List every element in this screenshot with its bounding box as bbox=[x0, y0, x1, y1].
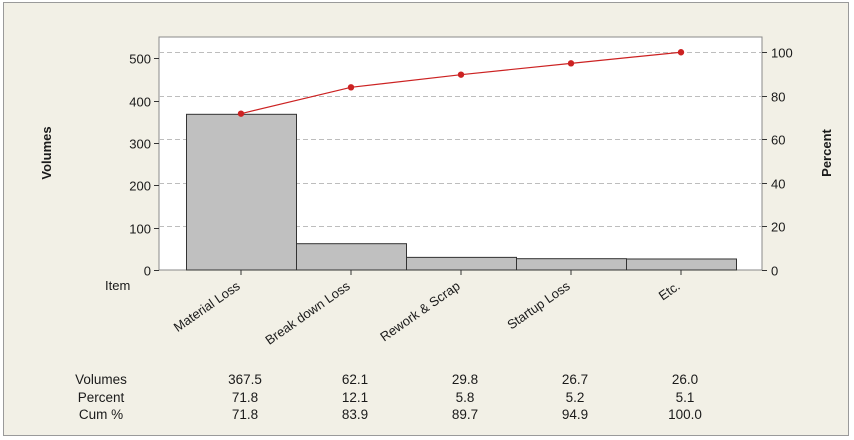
right-tick-label: 40 bbox=[771, 177, 785, 192]
table-cell: 83.9 bbox=[342, 407, 368, 422]
y-axis-title-right: Percent bbox=[819, 128, 834, 176]
table-cell: 71.8 bbox=[232, 390, 258, 405]
right-tick-label: 20 bbox=[771, 220, 785, 235]
table-row-label: Volumes bbox=[75, 372, 127, 387]
table-cell: 26.0 bbox=[672, 372, 698, 387]
right-tick-label: 60 bbox=[771, 133, 785, 148]
table-cell: 26.7 bbox=[562, 372, 588, 387]
cum-percent-point bbox=[457, 71, 465, 78]
table-cell: 12.1 bbox=[342, 390, 368, 405]
category-label: Rework & Scrap bbox=[377, 278, 463, 344]
left-tick-label: 300 bbox=[129, 137, 151, 152]
table-cell: 71.8 bbox=[232, 407, 258, 422]
category-label: Startup Loss bbox=[504, 278, 573, 332]
axes: 0 100 200 300 400 500 0 20 40 60 80 100 bbox=[129, 46, 792, 279]
cum-percent-point bbox=[567, 60, 575, 67]
chart-frame: 0 100 200 300 400 500 0 20 40 60 80 100 Volumes Per… bbox=[3, 2, 849, 436]
table-cell: 89.7 bbox=[452, 407, 478, 422]
bar bbox=[626, 258, 737, 271]
cumulative-line bbox=[237, 49, 685, 117]
pareto-chart: 0 100 200 300 400 500 0 20 40 60 80 100 Volumes Per… bbox=[39, 36, 834, 422]
bars bbox=[186, 113, 737, 271]
table-row-label: Percent bbox=[78, 390, 125, 405]
left-tick-label: 200 bbox=[129, 179, 151, 194]
left-tick-label: 0 bbox=[144, 264, 151, 279]
table-cell: 62.1 bbox=[342, 372, 368, 387]
bar bbox=[406, 256, 517, 271]
category-label: Material Loss bbox=[171, 278, 243, 335]
table-cell: 5.8 bbox=[456, 390, 475, 405]
left-tick-label: 400 bbox=[129, 95, 151, 110]
right-tick-label: 0 bbox=[771, 264, 778, 279]
y-axis-title-left: Volumes bbox=[39, 126, 54, 179]
bar bbox=[516, 258, 627, 271]
table-cell: 367.5 bbox=[228, 372, 262, 387]
cum-percent-point bbox=[237, 110, 245, 117]
bar bbox=[186, 113, 297, 271]
table-cell: 94.9 bbox=[562, 407, 588, 422]
table-row-label: Cum % bbox=[79, 407, 123, 422]
left-tick-label: 100 bbox=[129, 222, 151, 237]
table-cell: 29.8 bbox=[452, 372, 478, 387]
table-cell: 100.0 bbox=[668, 407, 702, 422]
table-cell: 5.1 bbox=[676, 390, 695, 405]
bar bbox=[296, 243, 407, 271]
cum-percent-point bbox=[347, 84, 355, 91]
category-labels: Material Loss Break down Loss Rework & Scr… bbox=[171, 278, 683, 348]
item-axis-label: Item bbox=[105, 278, 130, 293]
right-tick-label: 100 bbox=[771, 46, 793, 61]
category-label: Etc. bbox=[656, 278, 683, 303]
cum-percent-point bbox=[677, 49, 685, 56]
table-cell: 5.2 bbox=[566, 390, 585, 405]
category-label: Break down Loss bbox=[262, 278, 353, 348]
data-table: Volumes 367.5 62.1 29.8 26.7 26.0 Percent 71.8 1… bbox=[75, 372, 702, 422]
left-tick-label: 500 bbox=[129, 52, 151, 67]
right-tick-label: 80 bbox=[771, 90, 785, 105]
